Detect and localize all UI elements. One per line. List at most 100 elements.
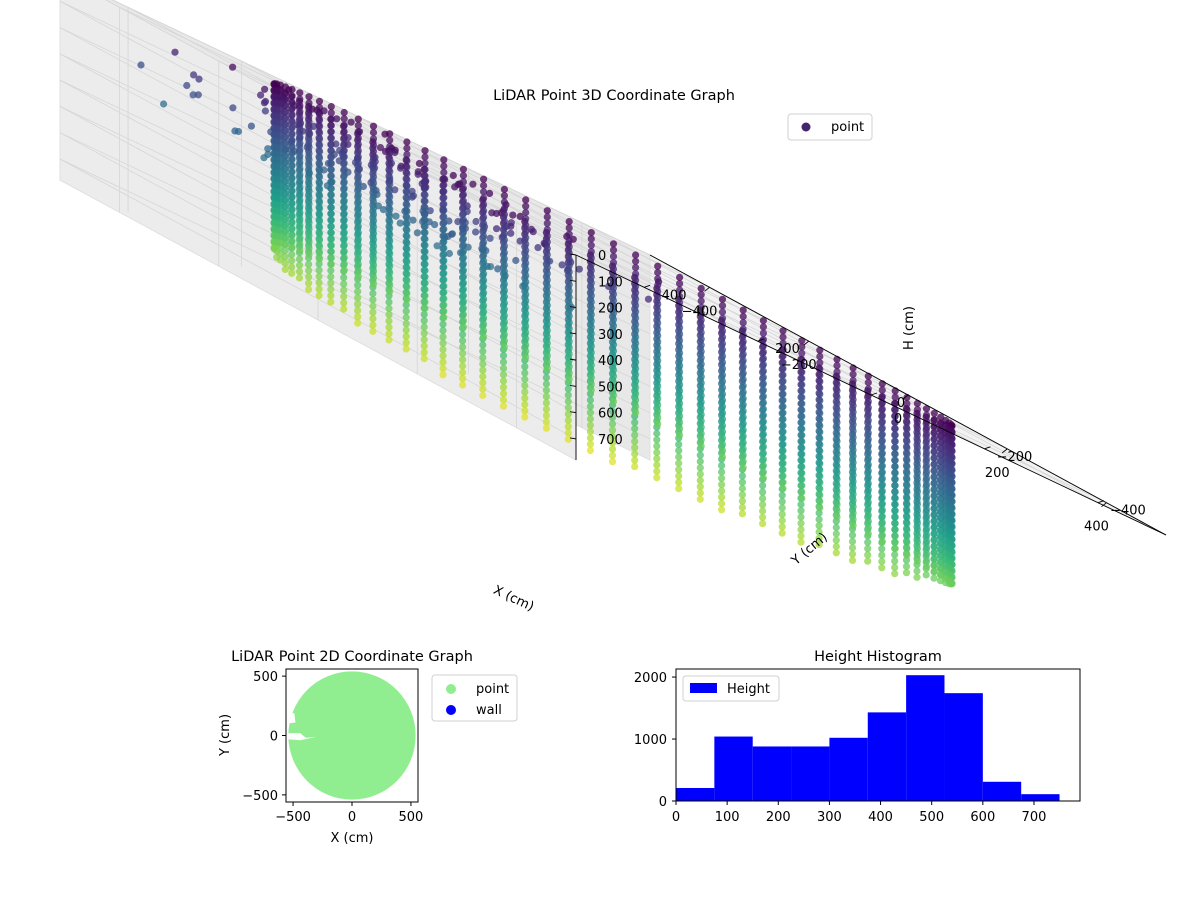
point-3d [522,227,530,236]
point-3d [354,172,362,180]
point-3d [654,407,662,415]
chart-3d-grid [59,0,1107,504]
point-3d [864,557,872,565]
point-3d [439,364,447,373]
tick-label-hist-x: 700 [1022,810,1047,825]
point-3d [296,227,304,236]
point-3d [718,333,727,341]
point-3d [288,205,296,213]
point-3d [833,462,841,471]
point-3d [654,319,662,327]
point-3d [288,243,296,251]
point-3d [500,343,508,351]
point-3d [864,397,872,405]
tick-label-h: 200 [598,302,623,317]
point-3d [718,295,727,303]
point-3d [500,280,508,288]
point-3d [797,500,805,508]
point-3d [697,291,705,299]
point-3d [864,410,872,418]
point-3d [942,492,950,500]
point-3d [608,432,617,441]
point-3d [315,179,324,187]
point-3d [305,279,313,287]
point-3d [327,147,335,155]
point-3d [913,488,922,496]
point-3d [878,449,886,457]
point-3d [480,282,488,291]
histogram-bar [714,736,753,801]
point-3d [864,530,872,538]
point-3d [903,425,911,433]
point-3d [288,142,296,150]
point-3d [816,359,824,367]
point-3d [487,263,495,271]
point-3d [798,450,806,458]
point-3d [930,460,938,468]
point-3d [459,241,467,249]
point-3d [386,262,394,270]
point-3d [305,156,313,164]
point-3d [500,299,508,307]
point-3d [315,230,324,238]
point-3d [565,268,573,276]
point-3d [759,494,767,502]
point-3d [340,140,348,148]
point-3d [891,538,899,546]
grid-floor-y [127,6,645,288]
point-3d [913,538,922,546]
point-3d [913,443,922,452]
point-3d [403,157,411,165]
tick-y [984,446,991,450]
point-3d [779,478,787,486]
chart-2d-plot [286,671,416,800]
point-3d [878,519,886,527]
point-3d [315,236,324,244]
point-3d [891,475,899,483]
point-3d [354,178,362,186]
chart-3d-legend-label: point [831,120,864,135]
point-3d [543,364,551,372]
point-3d [296,171,304,179]
point-3d [397,164,405,172]
point-3d [739,319,747,327]
point-3d [288,224,296,232]
point-3d [459,381,467,389]
tick-label-y: 200 [775,342,800,357]
point-3d [864,460,872,469]
point-3d [608,420,617,428]
point-3d [849,377,857,385]
point-3d [816,409,824,417]
tick-label-hist-y: 0 [659,795,667,810]
point-3d [305,206,313,214]
point-3d [654,325,662,333]
point-3d [779,472,787,480]
point-3d [459,310,467,318]
point-3d [296,202,304,210]
point-3d [459,235,467,243]
point-3d [396,219,404,227]
point-3d [439,327,447,335]
point-3d [281,133,290,141]
point-3d [922,461,931,469]
point-3d [403,188,411,197]
point-3d [565,363,573,371]
point-3d [676,418,684,426]
point-3d [697,335,705,343]
point-3d [385,323,393,331]
point-3d [864,378,872,387]
point-3d [565,224,573,232]
point-3d [340,203,348,211]
point-3d [798,469,806,477]
point-3d [903,419,911,427]
point-3d [697,436,705,444]
point-3d [421,304,429,312]
point-3d [261,97,270,106]
point-3d [327,166,335,174]
point-3d [676,374,684,382]
tick-y [757,338,764,342]
point-3d [340,299,348,307]
point-3d [386,142,394,151]
point-3d [849,459,857,467]
point-3d [797,532,805,540]
